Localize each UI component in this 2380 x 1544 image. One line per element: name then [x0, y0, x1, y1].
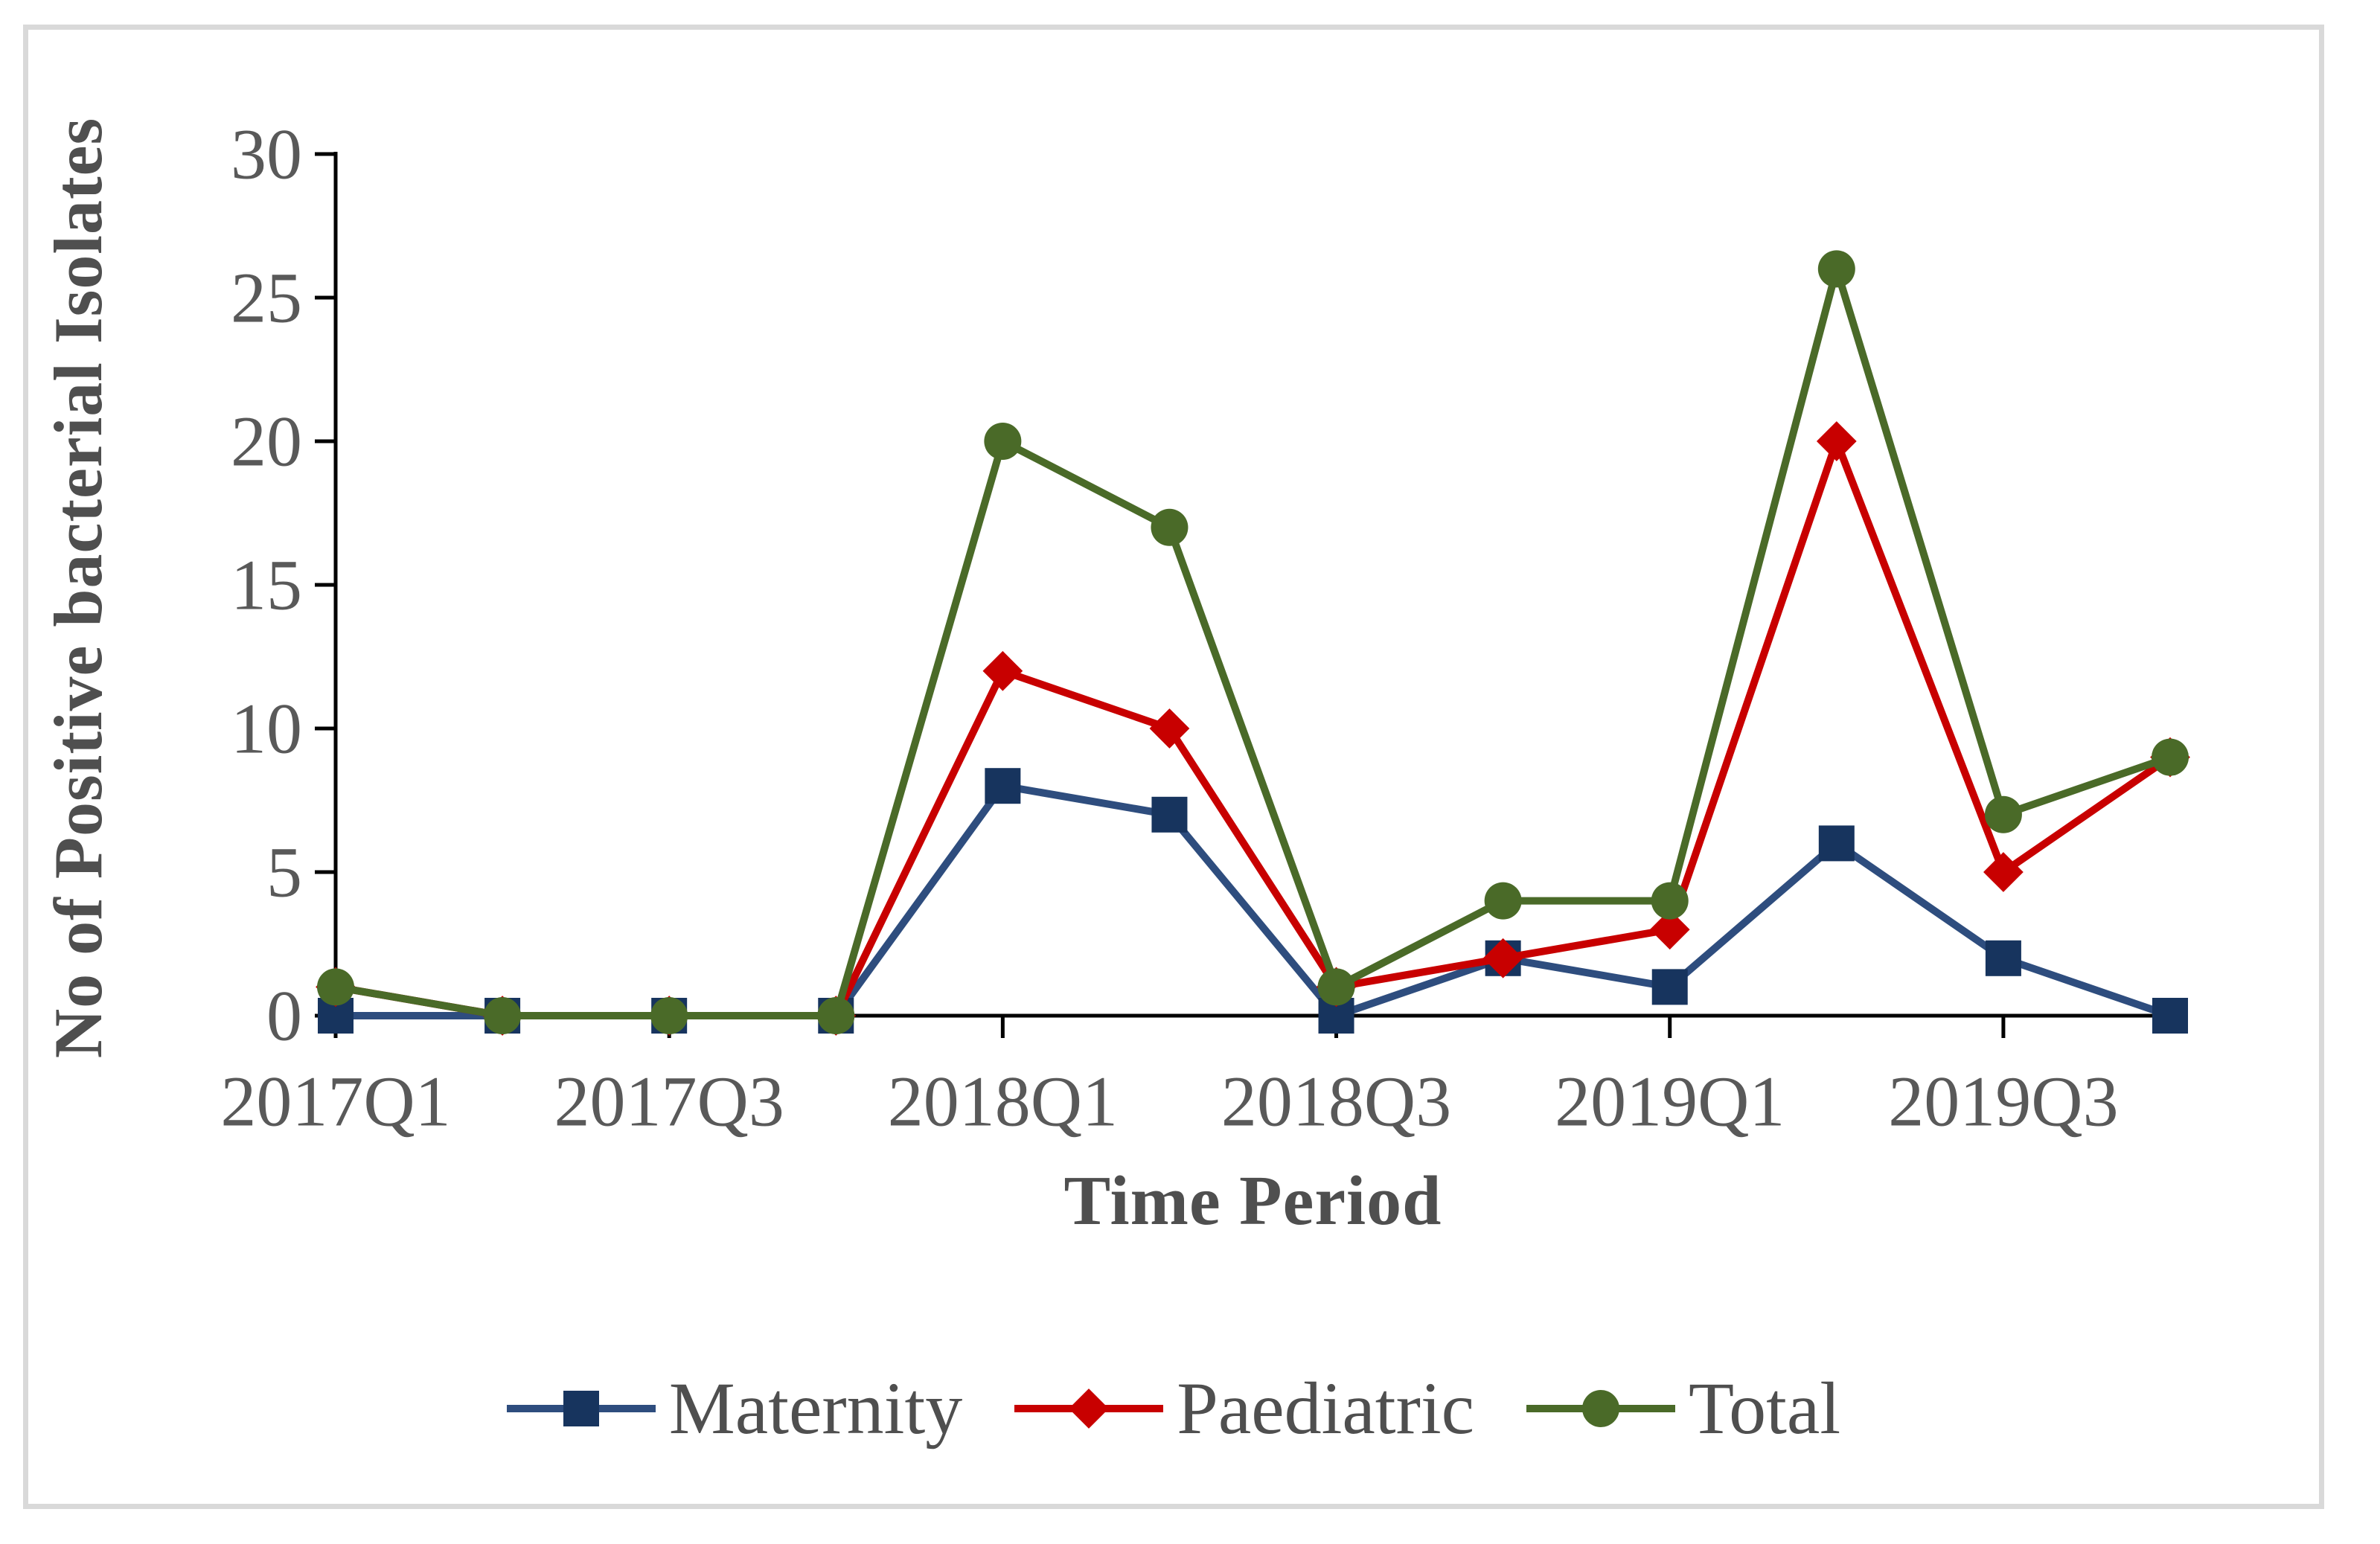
total-point-2017Q3 — [650, 997, 688, 1034]
maternity-point-2019Q3 — [1985, 940, 2021, 976]
y-tick-label: 20 — [231, 402, 302, 481]
y-tick-label: 5 — [266, 833, 302, 912]
total-point-2018Q4 — [1484, 882, 1522, 920]
paediatric-point-2019Q3 — [1983, 852, 2024, 892]
maternity-point-2018Q1 — [985, 768, 1021, 804]
legend-swatch-diamond-icon — [1014, 1388, 1164, 1429]
legend-swatch-circle-icon — [1526, 1389, 1676, 1427]
legend-label: Total — [1689, 1367, 1841, 1449]
legend-marker-circle — [1582, 1389, 1620, 1427]
paediatric-point-2019Q2 — [1816, 421, 1857, 461]
total-point-2019Q2 — [1817, 250, 1855, 288]
paediatric-point-2018Q2 — [1149, 708, 1190, 749]
paediatric-point-2018Q4 — [1482, 938, 1523, 978]
series-line-maternity — [336, 781, 2172, 1020]
series-maternity — [318, 768, 2188, 1034]
maternity-point-2019Q4 — [2152, 998, 2188, 1034]
y-tick-label: 25 — [231, 258, 302, 338]
y-tick-label: 30 — [231, 115, 302, 194]
y-tick-label: 0 — [266, 976, 302, 1056]
legend-swatch-square-icon — [506, 1390, 656, 1426]
legend-label: Maternity — [668, 1367, 963, 1449]
maternity-point-2018Q2 — [1151, 796, 1188, 833]
chart-legend: Maternity Paediatric Total — [24, 1365, 2323, 1451]
series-line-total — [335, 255, 2172, 1019]
x-tick-label: 2017Q1 — [220, 1062, 450, 1141]
legend-item-paediatric: Paediatric — [1014, 1365, 1474, 1451]
x-tick-label: 2019Q3 — [1888, 1062, 2118, 1141]
total-point-2018Q3 — [1317, 968, 1355, 1006]
total-point-2019Q4 — [2152, 738, 2189, 776]
maternity-point-2019Q1 — [1651, 969, 1688, 1005]
series-line-paediatric — [335, 430, 2172, 1019]
total-point-2019Q3 — [1984, 795, 2022, 833]
total-point-2018Q1 — [984, 423, 1022, 460]
paediatric-point-2018Q1 — [982, 650, 1023, 691]
legend-item-maternity: Maternity — [506, 1365, 963, 1451]
legend-label: Paediatric — [1177, 1367, 1475, 1449]
y-axis-title: No of Positive bacterial Isolates — [40, 117, 116, 1059]
x-tick-label: 2018Q1 — [888, 1062, 1118, 1141]
x-axis-title: Time Period — [1063, 1162, 1442, 1240]
x-tick-label: 2019Q1 — [1555, 1062, 1785, 1141]
x-tick-label: 2018Q3 — [1221, 1062, 1451, 1141]
total-point-2018Q2 — [1151, 508, 1189, 546]
legend-item-total: Total — [1526, 1365, 1840, 1451]
y-tick-label: 10 — [231, 689, 302, 769]
x-tick-label: 2017Q3 — [554, 1062, 784, 1141]
legend-marker-diamond — [1069, 1388, 1110, 1429]
legend-marker-square — [563, 1390, 599, 1426]
total-point-2019Q1 — [1651, 882, 1689, 920]
paediatric-point-2019Q1 — [1649, 909, 1690, 950]
total-point-2017Q2 — [484, 997, 522, 1034]
total-point-2017Q1 — [317, 968, 354, 1006]
maternity-point-2019Q2 — [1818, 825, 1855, 862]
y-tick-label: 15 — [231, 545, 302, 625]
series-total — [317, 250, 2189, 1034]
total-point-2017Q4 — [817, 997, 855, 1034]
